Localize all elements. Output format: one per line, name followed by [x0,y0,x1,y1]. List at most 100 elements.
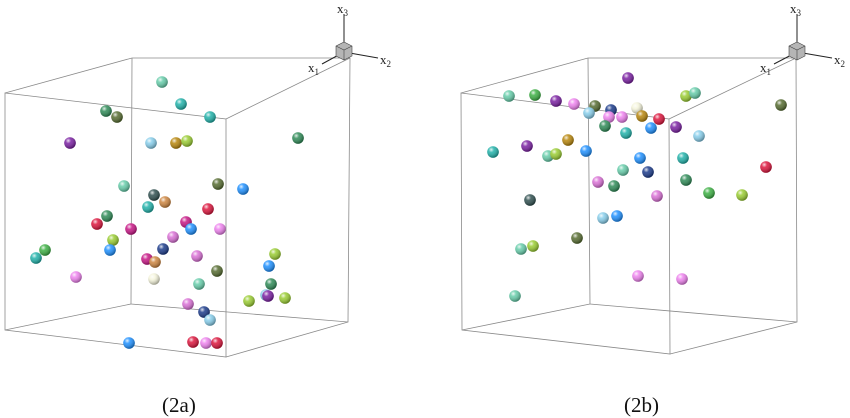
particle-b-37 [736,189,748,201]
particle-a-35 [70,271,82,283]
particle-b-1 [622,72,634,84]
particle-a-45 [198,306,210,318]
particle-a-43 [262,290,274,302]
particle-a-18 [101,210,113,222]
particle-a-13 [237,183,249,195]
panel-b: x3 x2 x1 (2b) [460,1,845,417]
axis-label-x3: x3 [790,1,802,18]
particle-b-34 [608,180,620,192]
particle-b-39 [524,194,536,206]
particle-b-36 [703,187,715,199]
axis-cube-icon [788,41,806,61]
particle-b-33 [592,176,604,188]
particle-a-21 [107,234,119,246]
particle-a-36 [148,273,160,285]
particle-a-12 [212,178,224,190]
particle-b-5 [568,98,580,110]
box-a [4,57,351,358]
axis-cube-icon [335,41,353,61]
particle-a-4 [100,105,112,117]
particle-b-28 [677,152,689,164]
particle-b-18 [620,127,632,139]
particle-b-15 [636,110,648,122]
particle-a-8 [170,137,182,149]
particle-a-33 [149,256,161,268]
particle-a-3 [204,111,216,123]
particle-a-14 [148,189,160,201]
caption-b: (2b) [624,393,659,417]
axis-label-x1: x1 [308,60,319,77]
particle-b-23 [521,140,533,152]
particle-a-17 [202,203,214,215]
particles-a [30,76,304,349]
particle-a-37 [193,278,205,290]
particle-b-42 [571,232,583,244]
particle-b-43 [527,240,539,252]
particle-a-47 [123,337,135,349]
particle-a-42 [243,295,255,307]
particle-b-46 [676,273,688,285]
particle-b-31 [642,166,654,178]
particle-b-3 [529,89,541,101]
box-b [460,57,798,355]
axis-triad-a: x3 x2 x1 [308,1,391,77]
particle-a-15 [142,201,154,213]
particle-a-9 [181,135,193,147]
particle-b-29 [634,152,646,164]
particle-b-2 [503,90,515,102]
particle-a-26 [39,244,51,256]
axis-triad-b: x3 x2 x1 [760,1,845,77]
particle-a-44 [182,298,194,310]
particle-b-44 [515,243,527,255]
particle-a-10 [292,132,304,144]
particle-b-16 [645,122,657,134]
particle-b-10 [689,87,701,99]
caption-a: (2a) [162,393,196,417]
particle-a-1 [156,76,168,88]
particle-b-25 [580,145,592,157]
particle-b-13 [603,111,615,123]
particle-a-50 [211,337,223,349]
particle-b-38 [760,161,772,173]
particle-b-26 [670,121,682,133]
particle-b-30 [617,164,629,176]
particle-a-20 [125,223,137,235]
particle-b-22 [550,148,562,160]
axis-label-x1: x1 [760,60,771,77]
particle-a-29 [157,243,169,255]
particle-b-4 [550,95,562,107]
particle-a-46 [204,314,216,326]
particle-a-16 [159,196,171,208]
particle-b-14 [616,111,628,123]
particle-b-45 [632,270,644,282]
particle-a-7 [145,137,157,149]
particle-a-41 [279,292,291,304]
particle-b-17 [653,113,665,125]
particle-a-24 [185,223,197,235]
particle-a-2 [175,98,187,110]
particle-a-32 [269,248,281,260]
particle-b-27 [693,130,705,142]
particle-a-25 [167,231,179,243]
particle-a-11 [118,180,130,192]
particle-a-49 [200,337,212,349]
particle-a-27 [30,252,42,264]
particle-b-11 [775,99,787,111]
particle-b-19 [599,120,611,132]
axis-label-x2: x2 [834,52,845,69]
particle-a-48 [187,336,199,348]
panel-a: x3 x2 x1 (2a) [4,1,391,417]
particle-a-5 [111,111,123,123]
particle-a-38 [211,265,223,277]
particle-a-28 [104,244,116,256]
particle-b-35 [651,190,663,202]
particle-b-24 [487,146,499,158]
particle-b-12 [583,107,595,119]
particle-b-47 [509,290,521,302]
particles-b [487,72,787,302]
particle-b-9 [680,90,692,102]
particle-b-32 [680,174,692,186]
particle-b-41 [597,212,609,224]
particle-a-34 [263,260,275,272]
